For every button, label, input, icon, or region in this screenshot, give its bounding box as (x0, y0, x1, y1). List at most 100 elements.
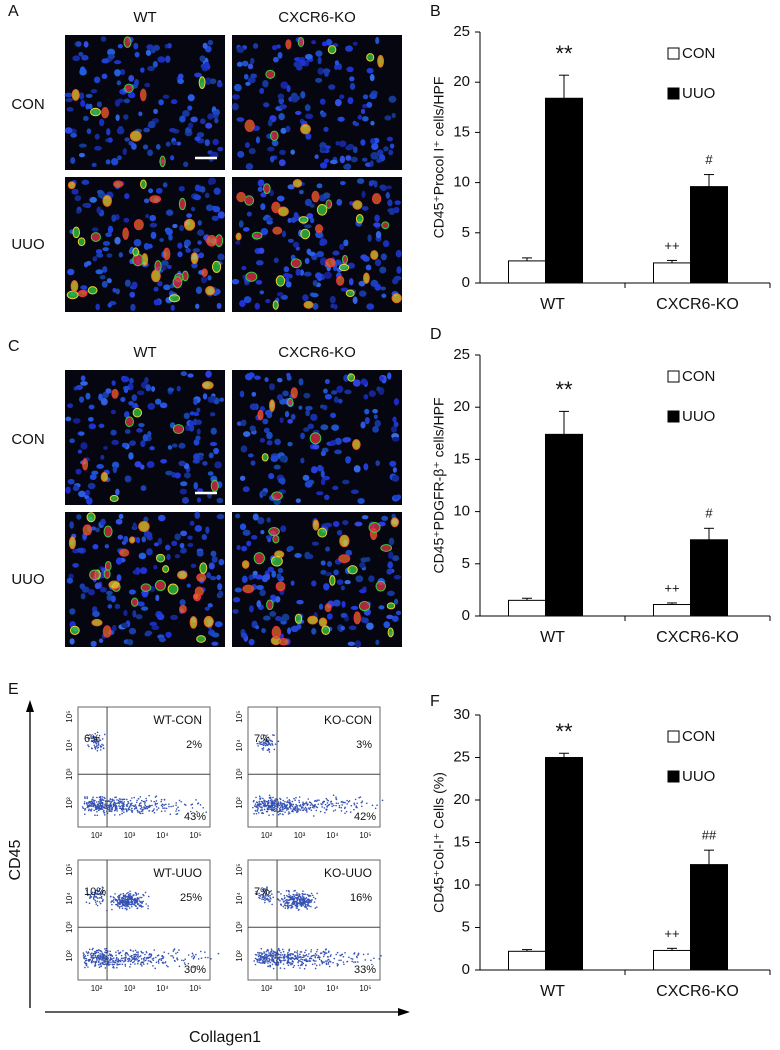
nucleus (319, 238, 327, 245)
flow-y-tick: 10⁵ (235, 710, 244, 722)
nucleus (290, 150, 294, 155)
legend-label: UUO (682, 768, 715, 785)
nucleus (145, 384, 151, 391)
stained-cell (387, 603, 394, 609)
event (118, 805, 120, 807)
event (138, 893, 140, 895)
event (280, 803, 282, 805)
event (254, 805, 256, 807)
nucleus (396, 611, 401, 616)
nucleus (191, 207, 195, 212)
event (137, 951, 139, 953)
stained-cell (246, 272, 257, 281)
event (320, 811, 322, 813)
event (266, 951, 268, 953)
flow-x-tick: 10⁴ (326, 831, 339, 840)
nucleus (349, 76, 354, 81)
nucleus (76, 514, 81, 519)
event (88, 959, 90, 961)
nucleus (262, 80, 268, 87)
nucleus (243, 530, 251, 536)
nucleus (243, 486, 250, 492)
event (286, 797, 288, 799)
nucleus (129, 628, 136, 635)
event (89, 949, 91, 951)
nucleus (305, 481, 313, 488)
event (118, 800, 120, 802)
event (273, 968, 275, 970)
y-tick-label: 20 (453, 398, 470, 415)
event (290, 895, 292, 897)
event (100, 903, 102, 905)
nucleus (205, 607, 210, 611)
stained-cell (125, 417, 133, 427)
nucleus (174, 472, 181, 478)
stained-cell (353, 440, 361, 450)
nucleus (248, 372, 255, 378)
event (286, 890, 288, 892)
event (257, 802, 259, 804)
event (301, 961, 303, 963)
event (325, 949, 327, 951)
significance-mark: ++ (664, 238, 679, 253)
event (100, 966, 102, 968)
stained-cell (211, 480, 218, 491)
event (269, 794, 271, 796)
significance-mark: # (705, 506, 713, 521)
nucleus (76, 210, 80, 214)
event (346, 803, 348, 805)
nucleus (194, 136, 200, 141)
event (91, 748, 93, 750)
nucleus (106, 128, 110, 135)
legend-swatch (668, 411, 679, 422)
event (126, 799, 128, 801)
flow-y-tick: 10⁴ (65, 892, 74, 905)
stained-cell (317, 204, 327, 215)
event (136, 957, 138, 959)
stained-cell (258, 410, 263, 420)
event (255, 797, 257, 799)
quadrant-pct: 33% (354, 964, 376, 976)
row-label: UUO (11, 571, 44, 588)
event (296, 806, 298, 808)
stained-cell (202, 382, 213, 389)
nucleus (102, 247, 109, 251)
nucleus (358, 115, 363, 120)
nucleus (274, 258, 279, 264)
nucleus (324, 159, 329, 164)
nucleus (95, 583, 101, 589)
nucleus (141, 485, 147, 491)
event (284, 904, 286, 906)
nucleus (67, 269, 74, 275)
nucleus (312, 444, 319, 450)
event (289, 803, 291, 805)
stained-cell (291, 388, 297, 398)
stained-cell (342, 255, 347, 263)
event (303, 898, 305, 900)
event (293, 967, 295, 969)
event (125, 960, 127, 962)
event (114, 814, 116, 816)
event (253, 960, 255, 962)
event (258, 955, 260, 957)
event (138, 960, 140, 962)
event (290, 904, 292, 906)
stained-cell (328, 46, 336, 54)
nucleus (325, 546, 330, 551)
nucleus (333, 304, 337, 310)
micrograph (65, 512, 225, 647)
y-axis-label: CD45⁺PDGFR-β⁺ cells/HPF (431, 397, 447, 573)
stained-cell (381, 545, 392, 552)
nucleus (258, 179, 265, 186)
event (185, 804, 187, 806)
nucleus (260, 530, 264, 534)
stained-cell (88, 287, 97, 294)
nucleus (136, 614, 143, 619)
nucleus (253, 513, 259, 520)
event (344, 808, 346, 810)
stained-cell (301, 124, 311, 133)
event (325, 960, 327, 962)
nucleus (288, 274, 292, 279)
nucleus (267, 440, 273, 445)
nucleus (376, 231, 381, 239)
